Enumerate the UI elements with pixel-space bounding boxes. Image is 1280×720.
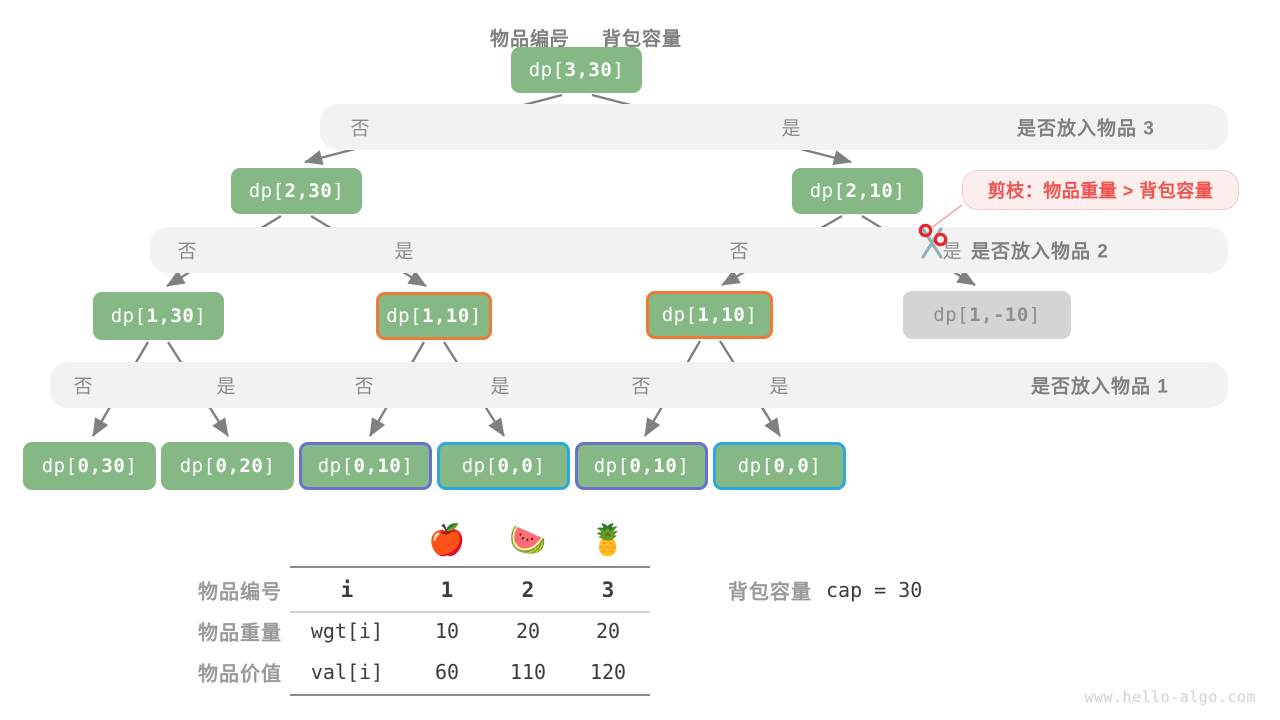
top-label-0: 物品编号 bbox=[489, 29, 571, 50]
tree-node-n110b: dp[1,10] bbox=[646, 291, 773, 339]
node-prefix: dp[ bbox=[317, 455, 354, 477]
node-suffix: ] bbox=[469, 305, 482, 327]
table-cell-0-2: 3 bbox=[601, 578, 615, 602]
node-value: 2,30 bbox=[284, 180, 333, 202]
tree-node-l00a: dp[0,0] bbox=[437, 442, 570, 490]
band-title-0: 是否放入物品 3 bbox=[1017, 118, 1155, 140]
pineapple-emoji: 🍍 bbox=[589, 523, 627, 558]
table-row-label-0: 物品编号 bbox=[198, 581, 282, 604]
table-cell-1-0: 10 bbox=[434, 619, 460, 643]
node-value: 1,-10 bbox=[969, 304, 1029, 326]
node-prefix: dp[ bbox=[248, 180, 285, 202]
node-suffix: ] bbox=[194, 305, 207, 327]
table-cell-0-1: 2 bbox=[521, 578, 535, 602]
tree-node-nm10: dp[1,-10] bbox=[903, 291, 1071, 339]
tree-node-n330: dp[3,30] bbox=[511, 47, 642, 93]
site-watermark: www.hello-algo.com bbox=[1084, 688, 1256, 706]
decision-label-2-1: 是 bbox=[216, 376, 236, 398]
table-cell-2-0: 60 bbox=[434, 660, 460, 684]
table-cell-1-1: 20 bbox=[515, 619, 541, 643]
tree-node-n130: dp[1,30] bbox=[93, 292, 224, 340]
tree-node-n210: dp[2,10] bbox=[792, 168, 923, 214]
table-cell-1-2: 20 bbox=[595, 619, 621, 643]
node-value: 0,20 bbox=[215, 455, 264, 477]
node-value: 2,10 bbox=[845, 180, 894, 202]
node-prefix: dp[ bbox=[661, 304, 698, 326]
decision-label-2-4: 否 bbox=[631, 376, 651, 398]
node-suffix: ] bbox=[745, 304, 758, 326]
tree-node-l010b: dp[0,10] bbox=[575, 442, 708, 490]
capacity-value: cap = 30 bbox=[826, 578, 923, 602]
node-prefix: dp[ bbox=[386, 305, 423, 327]
node-value: 0,10 bbox=[629, 455, 678, 477]
capacity-label: 背包容量 bbox=[728, 581, 812, 604]
node-prefix: dp[ bbox=[528, 59, 565, 81]
decision-band-2 bbox=[50, 362, 1228, 408]
decision-label-0-1: 是 bbox=[781, 118, 801, 140]
decision-band-1 bbox=[150, 227, 1228, 273]
top-label-1: 背包容量 bbox=[601, 29, 683, 50]
tree-node-l00b: dp[0,0] bbox=[713, 442, 846, 490]
scissors-icon bbox=[910, 222, 954, 271]
node-value: 0,10 bbox=[353, 455, 402, 477]
table-row-label-2: 物品价值 bbox=[198, 663, 282, 686]
decision-label-1-0: 否 bbox=[177, 241, 197, 263]
node-prefix: dp[ bbox=[41, 455, 78, 477]
tree-node-n230: dp[2,30] bbox=[231, 168, 362, 214]
table-row-label-1: 物品重量 bbox=[198, 622, 282, 645]
pruning-callout: 剪枝：物品重量 > 背包容量 bbox=[962, 170, 1239, 210]
node-suffix: ] bbox=[125, 455, 138, 477]
decision-label-1-2: 否 bbox=[729, 241, 749, 263]
node-suffix: ] bbox=[809, 455, 822, 477]
node-suffix: ] bbox=[332, 180, 345, 202]
node-suffix: ] bbox=[893, 180, 906, 202]
tree-node-l010a: dp[0,10] bbox=[299, 442, 432, 490]
node-value: 0,0 bbox=[773, 455, 810, 477]
node-suffix: ] bbox=[612, 59, 625, 81]
node-prefix: dp[ bbox=[179, 455, 216, 477]
band-title-1: 是否放入物品 2 bbox=[971, 241, 1109, 263]
table-cell-0-0: 1 bbox=[440, 578, 454, 602]
band-title-2: 是否放入物品 1 bbox=[1031, 376, 1169, 398]
decision-label-0-0: 否 bbox=[350, 118, 370, 140]
table-cell-2-2: 120 bbox=[589, 660, 627, 684]
decision-label-1-1: 是 bbox=[394, 241, 414, 263]
node-value: 0,30 bbox=[77, 455, 126, 477]
node-suffix: ] bbox=[263, 455, 276, 477]
table-rule-1 bbox=[290, 611, 650, 613]
node-value: 3,30 bbox=[564, 59, 613, 81]
table-row-key-2: val[i] bbox=[310, 660, 384, 684]
decision-label-1-3: 是 bbox=[942, 241, 962, 263]
node-value: 0,0 bbox=[497, 455, 534, 477]
node-suffix: ] bbox=[1028, 304, 1041, 326]
node-value: 1,30 bbox=[146, 305, 195, 327]
table-rule-0 bbox=[290, 566, 650, 568]
apple-emoji: 🍎 bbox=[428, 523, 466, 558]
node-prefix: dp[ bbox=[110, 305, 147, 327]
node-prefix: dp[ bbox=[593, 455, 630, 477]
node-prefix: dp[ bbox=[461, 455, 498, 477]
decision-label-2-3: 是 bbox=[490, 376, 510, 398]
decision-label-2-0: 否 bbox=[73, 376, 93, 398]
node-prefix: dp[ bbox=[933, 304, 970, 326]
watermelon-emoji: 🍉 bbox=[509, 523, 547, 558]
table-row-key-0: i bbox=[340, 578, 354, 602]
node-prefix: dp[ bbox=[737, 455, 774, 477]
node-prefix: dp[ bbox=[809, 180, 846, 202]
table-rule-2 bbox=[290, 694, 650, 696]
decision-label-2-5: 是 bbox=[769, 376, 789, 398]
table-row-key-1: wgt[i] bbox=[310, 619, 384, 643]
node-suffix: ] bbox=[677, 455, 690, 477]
table-cell-2-1: 110 bbox=[509, 660, 547, 684]
tree-node-l020: dp[0,20] bbox=[161, 442, 294, 490]
node-suffix: ] bbox=[533, 455, 546, 477]
tree-node-l030: dp[0,30] bbox=[23, 442, 156, 490]
tree-node-n110a: dp[1,10] bbox=[376, 292, 492, 340]
decision-band-0 bbox=[320, 104, 1228, 150]
node-value: 1,10 bbox=[697, 304, 746, 326]
node-value: 1,10 bbox=[422, 305, 470, 327]
node-suffix: ] bbox=[401, 455, 414, 477]
decision-label-2-2: 否 bbox=[354, 376, 374, 398]
